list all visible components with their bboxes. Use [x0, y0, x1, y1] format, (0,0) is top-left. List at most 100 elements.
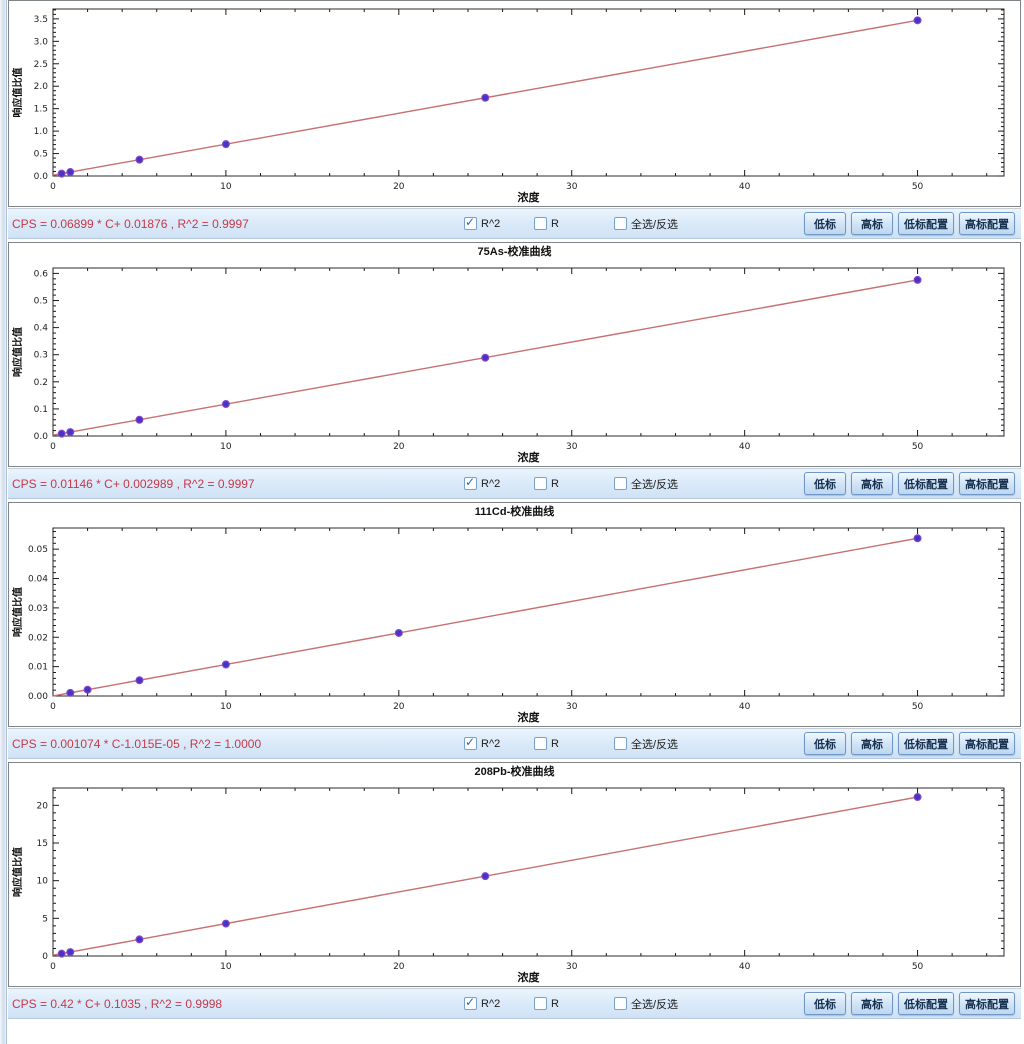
svg-text:0.5: 0.5: [34, 297, 48, 307]
checkbox-r2[interactable]: R^2: [464, 995, 526, 1010]
high-standard-button[interactable]: 高标: [851, 732, 893, 755]
high-standard-button[interactable]: 高标: [851, 472, 893, 495]
checkbox-r2[interactable]: R^2: [464, 735, 526, 750]
checkbox-r2-label: R^2: [481, 477, 501, 490]
checkbox-r2-label: R^2: [481, 997, 501, 1010]
checkbox-select-all-label: 全选/反选: [631, 738, 679, 751]
low-standard-config-button[interactable]: 低标配置: [898, 472, 954, 495]
svg-text:0: 0: [50, 442, 56, 452]
svg-text:10: 10: [220, 182, 232, 192]
checkbox-group: R^2 R 全选/反选: [464, 215, 732, 232]
svg-text:1.0: 1.0: [34, 127, 49, 137]
high-standard-config-button[interactable]: 高标配置: [959, 212, 1015, 235]
control-bar-2: CPS = 0.01146 * C+ 0.002989 , R^2 = 0.99…: [8, 468, 1021, 499]
low-standard-config-button[interactable]: 低标配置: [898, 992, 954, 1015]
svg-text:0.03: 0.03: [28, 604, 48, 614]
chart-box-2: 75As-校准曲线 0 10 20 30 40 50 0.0 0.1 0.2 0.3 0.4 0.5 0…: [8, 242, 1021, 467]
checkbox-r2-label: R^2: [481, 737, 501, 750]
svg-text:2.5: 2.5: [34, 60, 48, 70]
svg-text:响应值比值: 响应值比值: [11, 587, 24, 637]
checkbox-select-all-box[interactable]: [614, 217, 627, 230]
checkbox-select-all[interactable]: 全选/反选: [614, 736, 724, 752]
checkbox-r-box[interactable]: [534, 217, 547, 230]
low-standard-button[interactable]: 低标: [804, 992, 846, 1015]
checkbox-group: R^2 R 全选/反选: [464, 995, 732, 1012]
svg-text:0: 0: [42, 952, 48, 962]
low-standard-config-button[interactable]: 低标配置: [898, 212, 954, 235]
low-standard-config-button[interactable]: 低标配置: [898, 732, 954, 755]
checkbox-r-label: R: [551, 737, 559, 750]
checkbox-select-all[interactable]: 全选/反选: [614, 216, 724, 232]
svg-text:0.3: 0.3: [34, 351, 48, 361]
checkbox-select-all-label: 全选/反选: [631, 478, 679, 491]
svg-text:10: 10: [220, 702, 232, 712]
checkbox-r-box[interactable]: [534, 477, 547, 490]
checkbox-r[interactable]: R: [534, 737, 606, 750]
svg-text:50: 50: [912, 182, 924, 192]
checkbox-r2[interactable]: R^2: [464, 215, 526, 230]
control-bar-1: CPS = 0.06899 * C+ 0.01876 , R^2 = 0.999…: [8, 208, 1021, 239]
calibration-plot-2[interactable]: 0 10 20 30 40 50 0.0 0.1 0.2 0.3 0.4 0.5 0.6 浓度 响应值比值: [9, 260, 1018, 466]
calibration-panel-1: 0 10 20 30 40 50 0.0 0.5 1.0 1.5 2.0 2.5 3.0 3.5 浓度 响应值…: [8, 0, 1021, 239]
checkbox-select-all[interactable]: 全选/反选: [614, 476, 724, 492]
svg-text:0.02: 0.02: [28, 633, 48, 643]
svg-text:0.01: 0.01: [28, 663, 48, 673]
calibration-plot-3[interactable]: 0 10 20 30 40 50 0.00 0.01 0.02 0.03 0.04 0.05 浓度 响应值…: [9, 520, 1018, 726]
high-standard-button[interactable]: 高标: [851, 992, 893, 1015]
svg-text:响应值比值: 响应值比值: [11, 847, 24, 897]
checkbox-r-box[interactable]: [534, 737, 547, 750]
svg-text:2.0: 2.0: [34, 82, 49, 92]
calibration-plot-1[interactable]: 0 10 20 30 40 50 0.0 0.5 1.0 1.5 2.0 2.5 3.0 3.5 浓度 响应值…: [9, 1, 1018, 206]
checkbox-r-label: R: [551, 477, 559, 490]
chart-box-3: 111Cd-校准曲线 0 10 20 30 40 50 0.00 0.01 0.02 0.03 0.…: [8, 502, 1021, 727]
svg-text:40: 40: [739, 182, 751, 192]
checkbox-select-all-box[interactable]: [614, 997, 627, 1010]
checkbox-select-all-label: 全选/反选: [631, 998, 679, 1011]
svg-text:10: 10: [220, 442, 232, 452]
svg-text:10: 10: [220, 962, 232, 972]
checkbox-r2-box[interactable]: [464, 735, 477, 750]
checkbox-r2-box[interactable]: [464, 215, 477, 230]
formula-text: CPS = 0.42 * C+ 0.1035 , R^2 = 0.9998: [12, 996, 223, 1011]
svg-text:0: 0: [50, 702, 56, 712]
svg-text:40: 40: [739, 442, 751, 452]
checkbox-r2-label: R^2: [481, 217, 501, 230]
svg-text:0.0: 0.0: [34, 432, 49, 442]
button-group: 低标 高标 低标配置 高标配置: [804, 732, 1015, 755]
checkbox-select-all-box[interactable]: [614, 737, 627, 750]
low-standard-button[interactable]: 低标: [804, 472, 846, 495]
calibration-plot-4[interactable]: 0 10 20 30 40 50 0 5 10 15 20 浓度 响应值比值: [9, 780, 1018, 986]
high-standard-button[interactable]: 高标: [851, 212, 893, 235]
checkbox-r[interactable]: R: [534, 997, 606, 1010]
high-standard-config-button[interactable]: 高标配置: [959, 472, 1015, 495]
svg-text:50: 50: [912, 702, 924, 712]
svg-text:浓度: 浓度: [518, 190, 541, 204]
checkbox-select-all-box[interactable]: [614, 477, 627, 490]
low-standard-button[interactable]: 低标: [804, 212, 846, 235]
high-standard-config-button[interactable]: 高标配置: [959, 732, 1015, 755]
checkbox-r-box[interactable]: [534, 997, 547, 1010]
formula-text: CPS = 0.001074 * C-1.015E-05 , R^2 = 1.0…: [12, 736, 262, 751]
checkbox-r[interactable]: R: [534, 217, 606, 230]
high-standard-config-button[interactable]: 高标配置: [959, 992, 1015, 1015]
svg-text:1.5: 1.5: [34, 105, 48, 115]
svg-text:30: 30: [566, 442, 578, 452]
checkbox-r-label: R: [551, 217, 559, 230]
checkbox-r[interactable]: R: [534, 477, 606, 490]
svg-text:0.5: 0.5: [34, 150, 48, 160]
low-standard-button[interactable]: 低标: [804, 732, 846, 755]
svg-text:50: 50: [912, 962, 924, 972]
checkbox-r2-box[interactable]: [464, 475, 477, 490]
chart-title: 208Pb-校准曲线: [474, 766, 555, 778]
checkbox-r2[interactable]: R^2: [464, 475, 526, 490]
svg-text:0.4: 0.4: [34, 324, 49, 334]
checkbox-r2-box[interactable]: [464, 995, 477, 1010]
checkbox-select-all[interactable]: 全选/反选: [614, 996, 724, 1012]
svg-text:30: 30: [566, 702, 578, 712]
svg-text:3.5: 3.5: [34, 15, 48, 25]
svg-text:0: 0: [50, 962, 56, 972]
svg-text:3.0: 3.0: [34, 37, 49, 47]
calibration-panel-3: 111Cd-校准曲线 0 10 20 30 40 50 0.00 0.01 0.02 0.03 0.…: [8, 502, 1021, 759]
svg-text:10: 10: [37, 877, 49, 887]
svg-text:响应值比值: 响应值比值: [11, 327, 24, 377]
